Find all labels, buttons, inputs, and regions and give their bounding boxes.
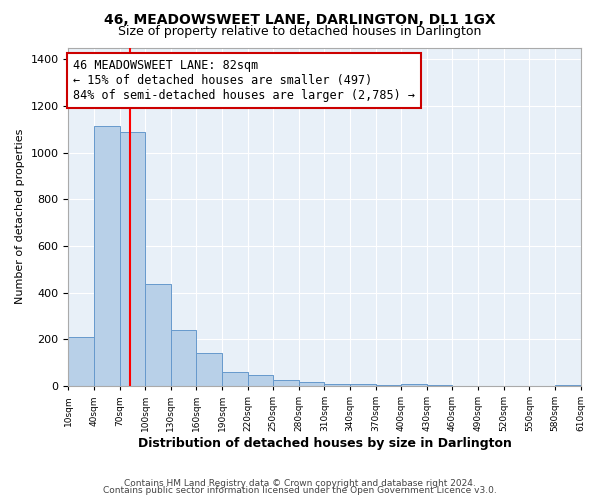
Bar [427,385,452,386]
Text: 46 MEADOWSWEET LANE: 82sqm
← 15% of detached houses are smaller (497)
84% of sem: 46 MEADOWSWEET LANE: 82sqm ← 15% of deta… [73,59,415,102]
Text: Size of property relative to detached houses in Darlington: Size of property relative to detached ho… [118,25,482,38]
Text: Contains public sector information licensed under the Open Government Licence v3: Contains public sector information licen… [103,486,497,495]
Bar [222,372,248,386]
Bar [299,382,325,386]
Bar [350,384,376,386]
Bar [376,385,401,386]
Bar [248,375,273,386]
Bar [94,126,119,386]
Bar [196,354,222,386]
Bar [119,132,145,386]
Bar [68,337,94,386]
Text: Contains HM Land Registry data © Crown copyright and database right 2024.: Contains HM Land Registry data © Crown c… [124,478,476,488]
Bar [401,384,427,386]
Bar [171,330,196,386]
Text: 46, MEADOWSWEET LANE, DARLINGTON, DL1 1GX: 46, MEADOWSWEET LANE, DARLINGTON, DL1 1G… [104,12,496,26]
Bar [555,385,581,386]
Y-axis label: Number of detached properties: Number of detached properties [15,129,25,304]
Bar [325,384,350,386]
Bar [273,380,299,386]
Bar [145,284,171,386]
X-axis label: Distribution of detached houses by size in Darlington: Distribution of detached houses by size … [137,437,511,450]
